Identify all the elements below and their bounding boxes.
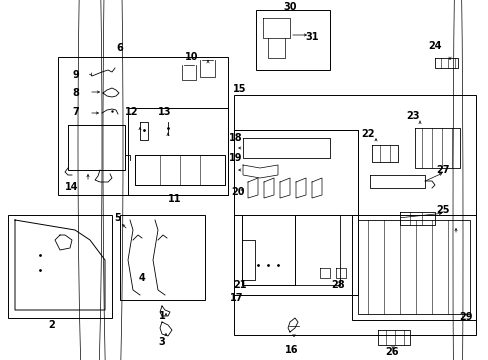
Text: 22: 22 [361, 129, 374, 139]
Text: 25: 25 [435, 205, 449, 215]
Text: 18: 18 [229, 133, 243, 143]
Text: 1: 1 [158, 311, 165, 321]
Text: 21: 21 [233, 280, 246, 290]
Text: 5: 5 [114, 213, 121, 223]
Bar [58, 57, 227, 195]
Text: 3: 3 [158, 337, 165, 347]
Text: 29: 29 [458, 312, 472, 322]
Text: 30: 30 [283, 2, 296, 12]
Bar [120, 215, 204, 300]
Text: 8: 8 [72, 88, 79, 98]
Text: 27: 27 [435, 165, 449, 175]
Text: 9: 9 [73, 70, 79, 80]
Bar [234, 130, 357, 215]
Text: 15: 15 [233, 84, 246, 94]
Bar [234, 130, 357, 295]
Text: 6: 6 [116, 43, 123, 53]
Text: 12: 12 [125, 107, 139, 117]
Text: 10: 10 [185, 52, 198, 62]
Text: 2: 2 [48, 320, 55, 330]
Text: 28: 28 [330, 280, 344, 290]
Text: 24: 24 [427, 41, 441, 51]
Bar [256, 10, 329, 70]
Text: 16: 16 [285, 345, 298, 355]
Text: 20: 20 [231, 187, 244, 197]
Bar [234, 95, 475, 335]
Bar [8, 215, 112, 318]
Text: 11: 11 [168, 194, 182, 204]
Text: 17: 17 [230, 293, 243, 303]
Text: 31: 31 [305, 32, 318, 42]
Text: 7: 7 [73, 107, 79, 117]
Text: 26: 26 [385, 347, 398, 357]
Text: 23: 23 [406, 111, 419, 121]
Bar [351, 215, 475, 320]
Text: 14: 14 [65, 182, 79, 192]
Text: 19: 19 [229, 153, 242, 163]
Text: 4: 4 [138, 273, 145, 283]
Text: 13: 13 [158, 107, 171, 117]
Bar [128, 108, 227, 195]
